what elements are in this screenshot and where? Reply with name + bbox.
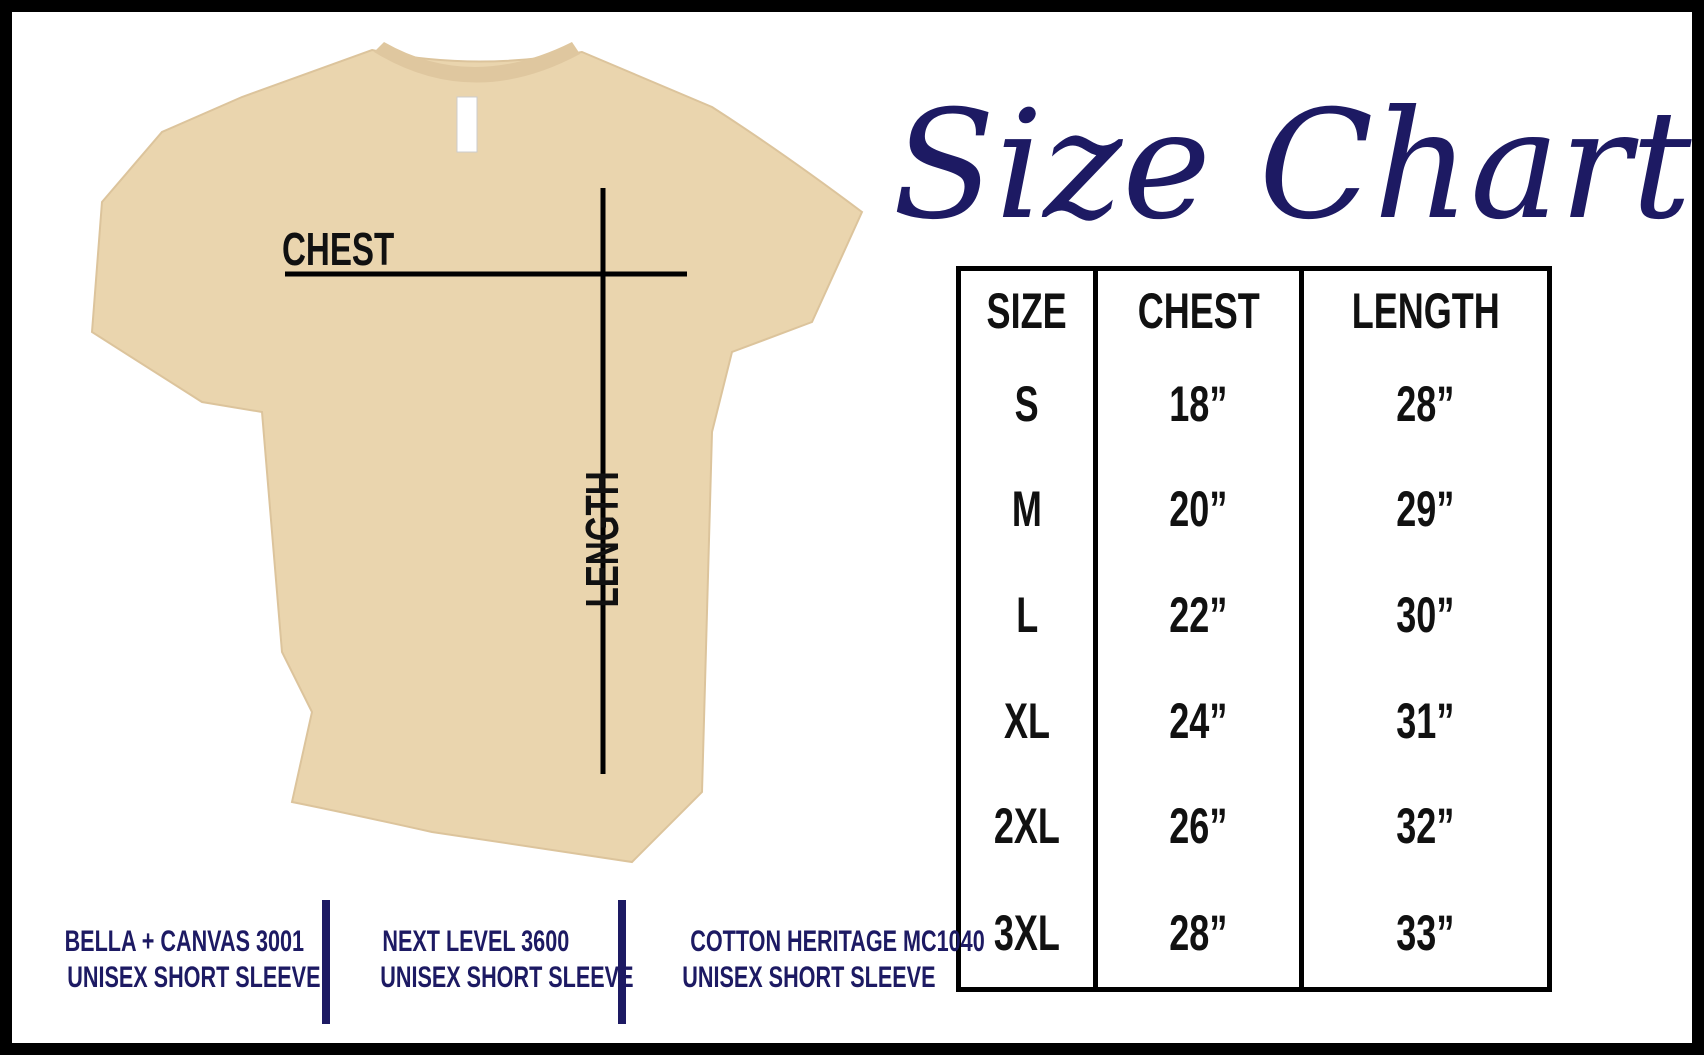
size-table: SIZE CHEST LENGTH S 18” 28” M 20” 29” L 22” 30” X… <box>956 266 1553 992</box>
tshirt-image <box>90 42 864 864</box>
cell-size: S <box>956 351 1098 457</box>
size-chart-canvas: CHEST LENGTH Size Chart SIZE CHEST LENGT… <box>12 12 1692 1043</box>
cell-chest: 18” <box>1092 351 1304 457</box>
table-row: L 22” 30” <box>956 562 1553 668</box>
cell-length: 32” <box>1298 773 1553 880</box>
cell-chest: 28” <box>1092 879 1304 990</box>
title-text: Size Chart <box>893 79 1693 253</box>
brand-next-level: NEXT LEVEL 3600 UNISEX SHORT SLEEVE <box>380 925 634 994</box>
cell-size: L <box>956 562 1098 668</box>
cell-size: 2XL <box>956 773 1098 880</box>
table-row: 2XL 26” 32” <box>956 773 1553 880</box>
brand-divider <box>322 900 330 1024</box>
cell-size: XL <box>956 667 1098 774</box>
brand-bella-canvas: BELLA + CANVAS 3001 UNISEX SHORT SLEEVE <box>64 925 321 994</box>
cell-size: 3XL <box>956 879 1098 990</box>
cell-chest: 24” <box>1092 667 1304 774</box>
header-length: LENGTH <box>1298 268 1553 351</box>
table-row: 3XL 28” 33” <box>956 879 1553 990</box>
tshirt-body <box>90 48 864 864</box>
cell-chest: 20” <box>1092 456 1304 563</box>
tshirt-collar <box>374 42 580 83</box>
cell-chest: 22” <box>1092 562 1304 668</box>
cell-length: 29” <box>1298 456 1553 563</box>
cell-length: 28” <box>1298 351 1553 457</box>
header-size: SIZE <box>956 268 1098 351</box>
tshirt-tag <box>456 96 478 153</box>
length-label: LENGTH <box>576 471 628 608</box>
brand-divider <box>618 900 626 1024</box>
cell-size: M <box>956 456 1098 563</box>
table-row: S 18” 28” <box>956 351 1553 457</box>
header-chest: CHEST <box>1092 268 1304 351</box>
table-row: XL 24” 31” <box>956 667 1553 774</box>
brand-cotton-heritage: COTTON HERITAGE MC1040 UNISEX SHORT SLEEV… <box>682 925 985 994</box>
cell-length: 31” <box>1298 667 1553 774</box>
cell-length: 33” <box>1298 879 1553 990</box>
cell-length: 30” <box>1298 562 1553 668</box>
cell-chest: 26” <box>1092 773 1304 880</box>
chest-label: CHEST <box>282 223 395 275</box>
table-row: M 20” 29” <box>956 456 1553 563</box>
size-chart-title: Size Chart <box>893 79 1693 253</box>
